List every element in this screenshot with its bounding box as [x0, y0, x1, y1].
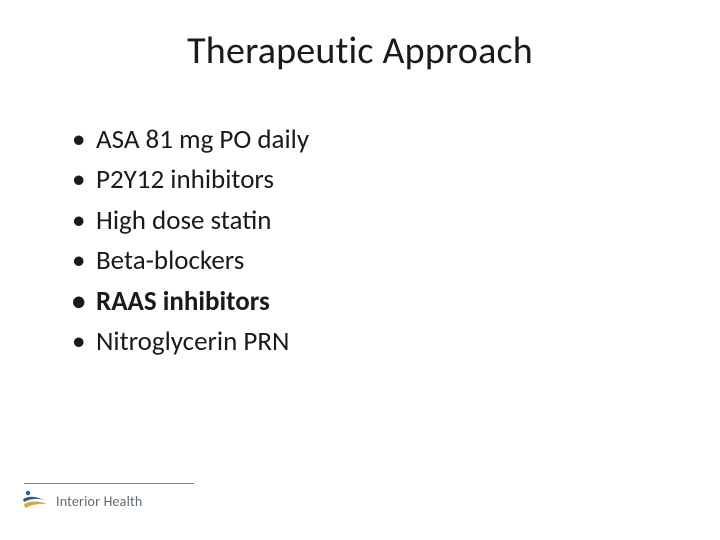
- brand-name: Interior Health: [56, 493, 142, 510]
- slide: Therapeutic Approach ASA 81 mg PO daily …: [0, 0, 720, 540]
- list-item: Nitroglycerin PRN: [68, 324, 660, 360]
- slide-title: Therapeutic Approach: [60, 28, 660, 74]
- bullet-text: High dose statin: [96, 204, 271, 237]
- bullet-text: RAAS inhibitors: [96, 285, 270, 318]
- list-item: Beta-blockers: [68, 243, 660, 279]
- bullet-text: ASA 81 mg PO daily: [96, 123, 309, 156]
- brand-row: Interior Health: [22, 490, 142, 512]
- footer-divider: [24, 483, 194, 484]
- bullet-text: P2Y12 inhibitors: [96, 163, 274, 196]
- list-item: ASA 81 mg PO daily: [68, 122, 660, 158]
- bullet-list: ASA 81 mg PO daily P2Y12 inhibitors High…: [60, 122, 660, 361]
- list-item: RAAS inhibitors: [68, 284, 660, 320]
- list-item: P2Y12 inhibitors: [68, 162, 660, 198]
- bullet-text: Beta-blockers: [96, 244, 244, 277]
- footer: Interior Health: [22, 483, 194, 512]
- list-item: High dose statin: [68, 203, 660, 239]
- interior-health-logo-icon: [22, 490, 48, 512]
- bullet-text: Nitroglycerin PRN: [96, 325, 289, 358]
